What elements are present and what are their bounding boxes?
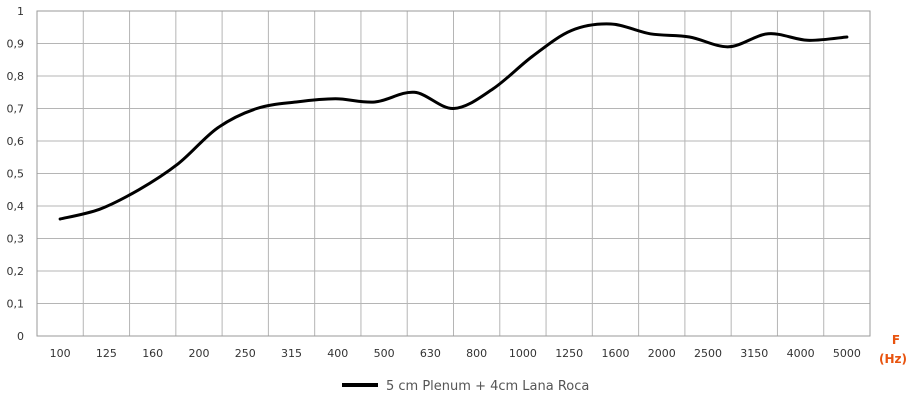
x-unit-symbol: F [892, 333, 900, 347]
x-tick-label: 160 [142, 347, 163, 360]
y-tick-label: 0,4 [7, 200, 25, 213]
x-tick-label: 250 [235, 347, 256, 360]
y-tick-label: 1 [17, 5, 24, 18]
x-tick-label: 1250 [555, 347, 583, 360]
x-tick-label: 315 [281, 347, 302, 360]
y-tick-label: 0,1 [7, 298, 25, 311]
y-tick-label: 0,7 [7, 103, 25, 116]
y-tick-label: 0,3 [7, 233, 25, 246]
x-tick-label: 1600 [601, 347, 629, 360]
x-tick-label: 200 [188, 347, 209, 360]
legend-label: 5 cm Plenum + 4cm Lana Roca [386, 379, 589, 394]
x-tick-label: 100 [50, 347, 71, 360]
x-tick-label: 5000 [833, 347, 861, 360]
x-tick-label: 3150 [740, 347, 768, 360]
x-tick-label: 125 [96, 347, 117, 360]
x-axis-ticks: 100 125 160 200 250 315 400 500 630 800 1000 1250 16… [50, 347, 861, 360]
x-tick-label: 400 [327, 347, 348, 360]
y-tick-label: 0,8 [7, 70, 25, 83]
x-tick-label: 800 [466, 347, 487, 360]
y-axis-ticks: 0 0,1 0,2 0,3 0,4 0,5 0,6 0,7 0,8 0,9 1 [7, 5, 25, 343]
x-tick-label: 630 [420, 347, 441, 360]
y-tick-label: 0,5 [7, 168, 25, 181]
y-tick-label: 0,9 [7, 38, 25, 51]
y-tick-label: 0 [17, 330, 24, 343]
x-unit-label: (Hz) [879, 352, 907, 366]
grid [37, 11, 870, 336]
x-tick-label: 4000 [787, 347, 815, 360]
x-tick-label: 500 [374, 347, 395, 360]
series-line [58, 22, 849, 221]
plot-frame [36, 10, 871, 337]
plot-border [36, 10, 871, 337]
x-tick-label: 2500 [694, 347, 722, 360]
y-tick-label: 0,2 [7, 265, 25, 278]
x-tick-label: 2000 [648, 347, 676, 360]
legend: 5 cm Plenum + 4cm Lana Roca [342, 379, 589, 394]
x-tick-label: 1000 [509, 347, 537, 360]
y-tick-label: 0,6 [7, 135, 25, 148]
